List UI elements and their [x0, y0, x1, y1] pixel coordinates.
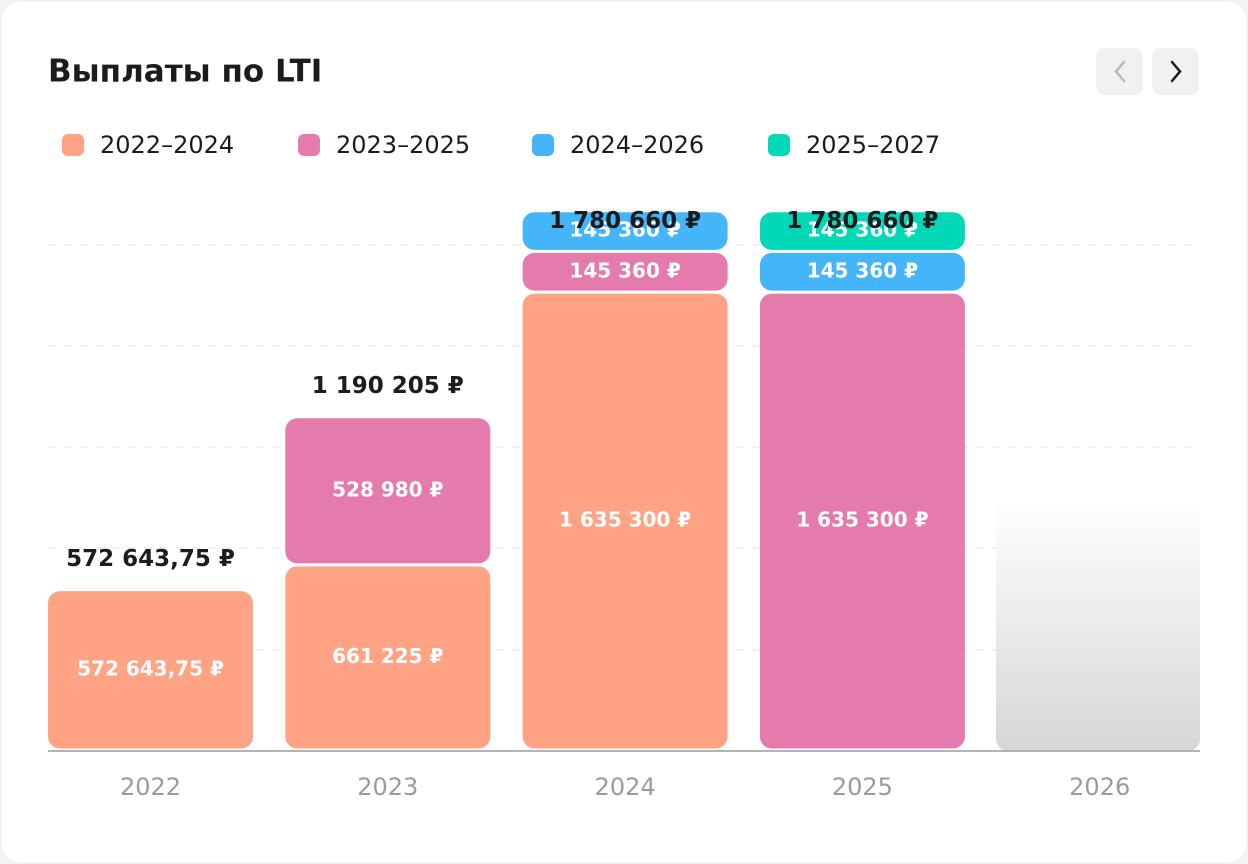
total-label: 1 190 205 ₽ [312, 373, 464, 399]
legend-swatch [298, 134, 320, 156]
segment-label: 145 360 ₽ [807, 218, 918, 242]
next-button[interactable] [1152, 48, 1199, 95]
bar-segment [522, 212, 728, 250]
placeholder-bar [996, 500, 1200, 751]
bar-segment [48, 591, 253, 749]
total-label: 1 780 660 ₽ [549, 208, 701, 234]
bar-segment [522, 293, 728, 749]
x-tick-label: 2024 [595, 773, 656, 801]
segment-label: 1 635 300 ₽ [796, 508, 928, 532]
segment-label: 145 360 ₽ [569, 218, 680, 242]
bar-segment [759, 252, 965, 291]
segment-label: 145 360 ₽ [807, 258, 918, 282]
segment-label: 528 980 ₽ [332, 477, 443, 501]
segment-label: 572 643,75 ₽ [77, 656, 224, 680]
bar-segment [759, 293, 965, 749]
x-tick-label: 2025 [832, 773, 893, 801]
bar-segment [759, 212, 965, 250]
legend-swatch [62, 134, 84, 156]
x-tick-label: 2026 [1069, 773, 1130, 801]
bar-segment [285, 566, 491, 749]
segment-label: 145 360 ₽ [569, 258, 680, 282]
chart-title: Выплаты по LTI [48, 54, 322, 90]
segment-label: 1 635 300 ₽ [559, 508, 691, 532]
segment-label: 661 225 ₽ [332, 644, 443, 668]
legend-label: 2023–2025 [336, 131, 470, 159]
legend-label: 2024–2026 [570, 131, 704, 159]
x-tick-label: 2023 [357, 773, 418, 801]
legend-swatch [768, 134, 790, 156]
bar-segment [285, 418, 491, 564]
total-label: 572 643,75 ₽ [66, 546, 235, 572]
total-label: 1 780 660 ₽ [786, 208, 938, 234]
legend-label: 2025–2027 [806, 131, 940, 159]
legend-swatch [532, 134, 554, 156]
bar-segment [522, 252, 728, 291]
x-tick-label: 2022 [120, 773, 181, 801]
prev-button[interactable] [1096, 48, 1143, 95]
legend-label: 2022–2024 [100, 131, 234, 159]
